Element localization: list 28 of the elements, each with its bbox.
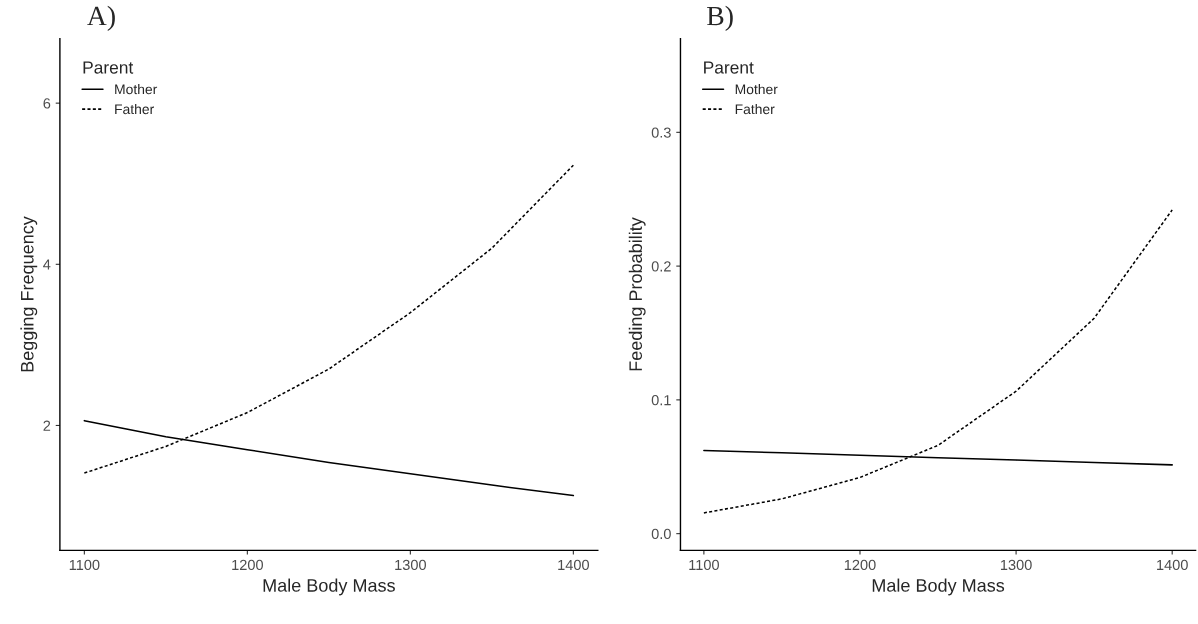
y-tick-label: 0.1 (651, 394, 671, 406)
y-tick-label: 0.0 (651, 528, 671, 540)
x-axis-title: Male Body Mass (872, 578, 1005, 596)
y-tick-label: 2 (43, 420, 51, 431)
y-axis-title: Begging Frequency (20, 216, 38, 372)
legend-title: Parent (704, 61, 754, 74)
legend-label: Mother (735, 84, 778, 95)
x-tick-label: 1300 (1000, 559, 1032, 571)
x-tick-label: 1100 (69, 559, 100, 571)
x-axis-title: Male Body Mass (263, 578, 395, 596)
y-tick-label: 6 (43, 98, 51, 109)
y-axis-title: Feeding Probability (628, 217, 646, 371)
legend-label: Father (735, 103, 775, 115)
x-tick-label: 1200 (232, 559, 263, 571)
legend-label: Mother (115, 84, 158, 95)
chart-title: A) (87, 5, 115, 32)
legend-label: Father (115, 103, 154, 115)
y-tick-label: 0.3 (651, 127, 671, 138)
y-tick-label: 4 (43, 259, 51, 270)
x-tick-label: 1400 (1157, 559, 1188, 571)
x-tick-label: 1100 (689, 559, 719, 571)
line-series (703, 209, 1173, 514)
legend-title: Parent (83, 61, 134, 74)
chart-title: B) (707, 5, 733, 32)
x-tick-label: 1400 (558, 559, 589, 571)
x-tick-label: 1200 (844, 559, 876, 571)
y-tick-label: 0.2 (651, 261, 671, 272)
x-tick-label: 1300 (395, 559, 426, 571)
